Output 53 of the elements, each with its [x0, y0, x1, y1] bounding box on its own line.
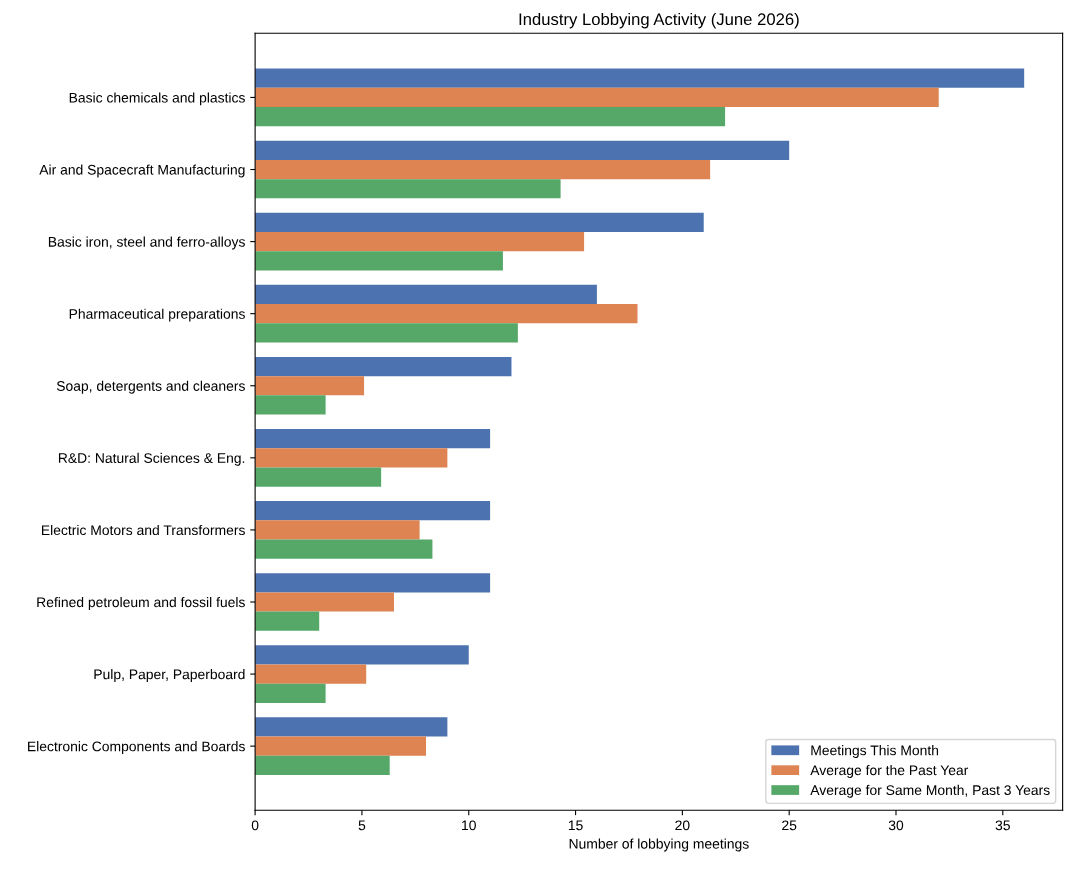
legend-label: Average for Same Month, Past 3 Years	[810, 784, 1050, 798]
bar	[255, 520, 420, 540]
bar	[255, 501, 491, 521]
bar	[255, 717, 448, 737]
bar	[255, 664, 367, 684]
y-tick-label: Refined petroleum and fossil fuels	[37, 596, 245, 610]
bar	[255, 573, 491, 593]
bar	[255, 284, 597, 305]
x-tick-label: 15	[568, 820, 583, 831]
bar	[255, 592, 394, 612]
bar	[255, 179, 561, 199]
y-tick-label: Electronic Components and Boards	[28, 741, 245, 755]
bar	[255, 683, 326, 703]
x-tick-label: 30	[888, 820, 904, 831]
x-tick-label: 0	[251, 820, 259, 831]
bar	[255, 323, 518, 343]
legend-label: Meetings This Month	[811, 745, 939, 759]
y-tick-label: Pulp, Paper, Paperboard	[94, 669, 245, 682]
x-tick-label: 10	[462, 820, 476, 831]
bar	[255, 755, 390, 775]
bar	[255, 395, 326, 415]
x-axis-title: Number of lobbying meetings	[569, 838, 749, 852]
y-tick-label: Soap, detergents and cleaners	[56, 380, 245, 394]
bar	[255, 448, 448, 468]
bar	[255, 429, 491, 449]
bar	[255, 356, 512, 377]
y-tick-label: Basic iron, steel and ferro-alloys	[48, 236, 245, 250]
bar	[255, 87, 939, 108]
bar	[255, 376, 365, 396]
y-tick-label: Basic chemicals and plastics	[69, 92, 245, 106]
bar	[255, 159, 711, 180]
chart-title: Industry Lobbying Activity (June 2026)	[519, 12, 799, 29]
bar	[255, 231, 585, 252]
x-tick-label: 20	[675, 820, 690, 831]
y-tick-label: R&D: Natural Sciences & Eng.	[58, 452, 245, 466]
bar	[255, 736, 427, 756]
bar	[255, 304, 638, 324]
bar	[255, 212, 704, 232]
bar	[255, 611, 320, 631]
bar	[255, 539, 433, 559]
bar	[255, 107, 726, 127]
y-tick-label: Air and Spacecraft Manufacturing	[39, 164, 245, 178]
y-tick-label: Electric Motors and Transformers	[42, 524, 245, 536]
bar	[255, 467, 382, 487]
bar	[255, 140, 790, 160]
legend-label: Average for the Past Year	[810, 764, 969, 778]
bar	[255, 645, 469, 665]
bar	[255, 251, 503, 271]
x-tick-label: 25	[782, 820, 797, 831]
y-tick-label: Pharmaceutical preparations	[69, 308, 245, 322]
x-tick-label: 5	[358, 820, 366, 831]
x-tick-label: 35	[995, 820, 1010, 831]
bar	[255, 68, 1025, 88]
